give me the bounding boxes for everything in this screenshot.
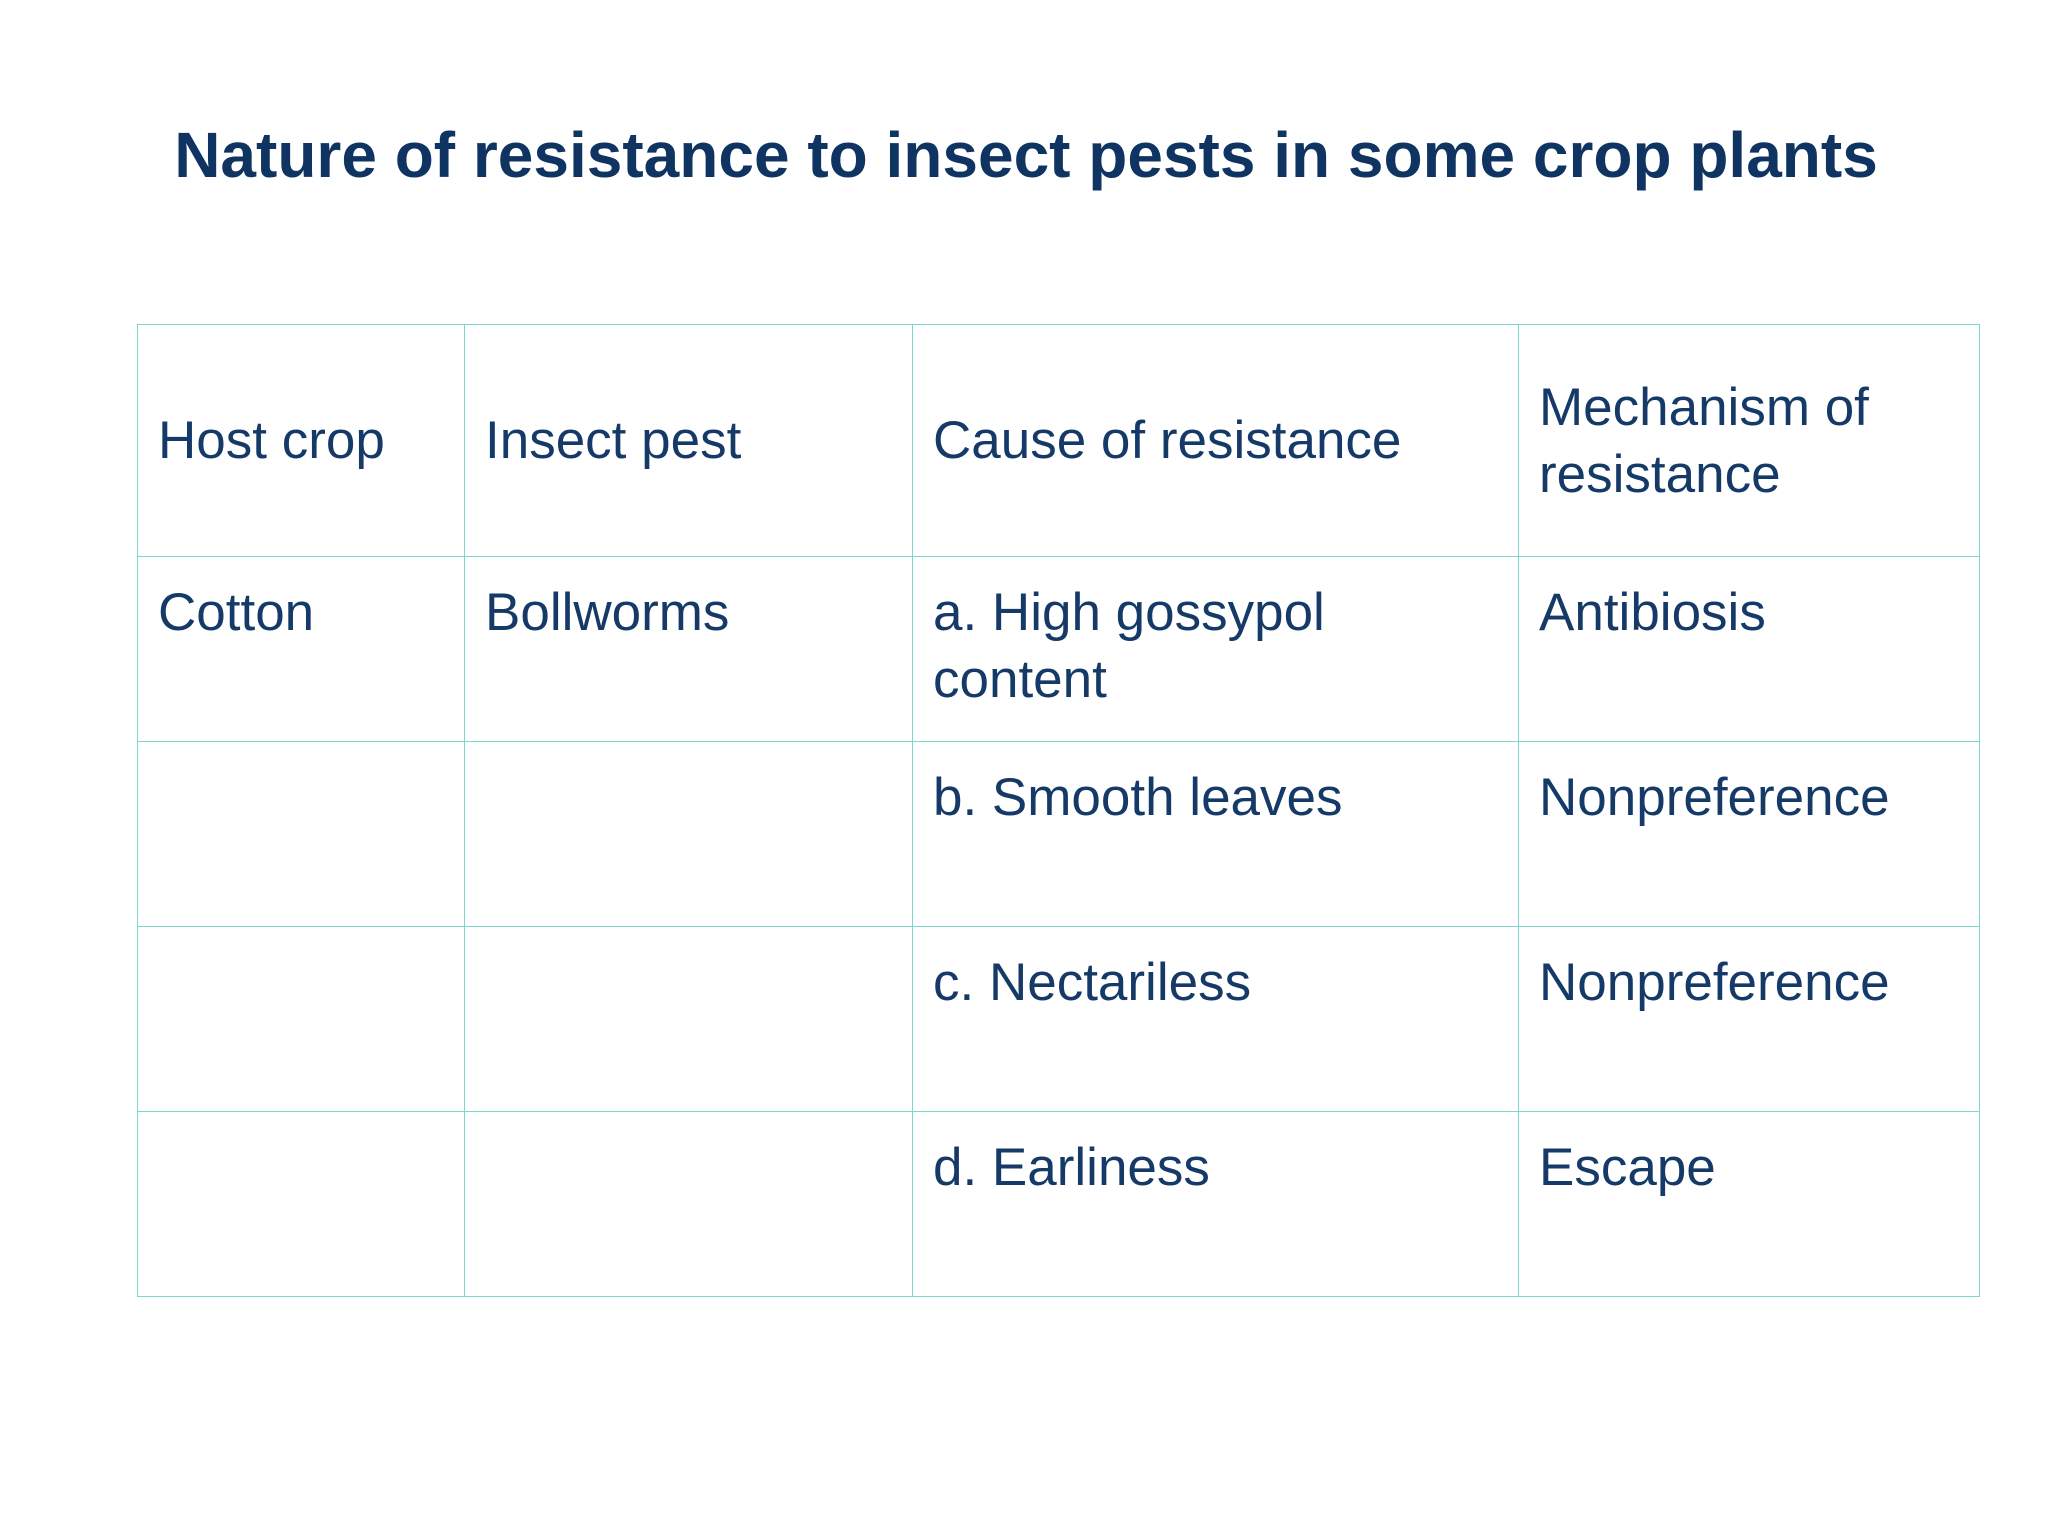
table-cell: Cotton: [137, 556, 465, 742]
table-cell: [137, 741, 465, 927]
table-cell: Nonpreference: [1518, 741, 1980, 927]
table-cell: [137, 926, 465, 1112]
header-cell: Insect pest: [464, 324, 913, 557]
table-cell: Nonpreference: [1518, 926, 1980, 1112]
table-row: c. Nectariless Nonpreference: [137, 926, 1980, 1112]
table-cell: Bollworms: [464, 556, 913, 742]
slide-title: Nature of resistance to insect pests in …: [174, 119, 1878, 191]
table-cell: a. High gossypol content: [912, 556, 1519, 742]
table-row: Cotton Bollworms a. High gossypol content A…: [137, 556, 1980, 742]
table-cell: c. Nectariless: [912, 926, 1519, 1112]
table-cell: b. Smooth leaves: [912, 741, 1519, 927]
table-row: b. Smooth leaves Nonpreference: [137, 741, 1980, 927]
table-cell: [464, 1111, 913, 1297]
table-cell: [464, 926, 913, 1112]
table-cell: [464, 741, 913, 927]
table-cell: Escape: [1518, 1111, 1980, 1297]
header-row: Host crop Insect pest Cause of resistance M…: [137, 324, 1980, 557]
table-cell: [137, 1111, 465, 1297]
table-cell: d. Earliness: [912, 1111, 1519, 1297]
header-cell: Host crop: [137, 324, 465, 557]
table-row: d. Earliness Escape: [137, 1111, 1980, 1297]
header-cell: Cause of resistance: [912, 324, 1519, 557]
table-cell: Antibiosis: [1518, 556, 1980, 742]
table-body: Host crop Insect pest Cause of resistance M…: [137, 324, 1980, 1297]
header-cell: Mechanism of resistance: [1518, 324, 1980, 557]
resistance-table: Host crop Insect pest Cause of resistance M…: [137, 324, 1980, 1297]
